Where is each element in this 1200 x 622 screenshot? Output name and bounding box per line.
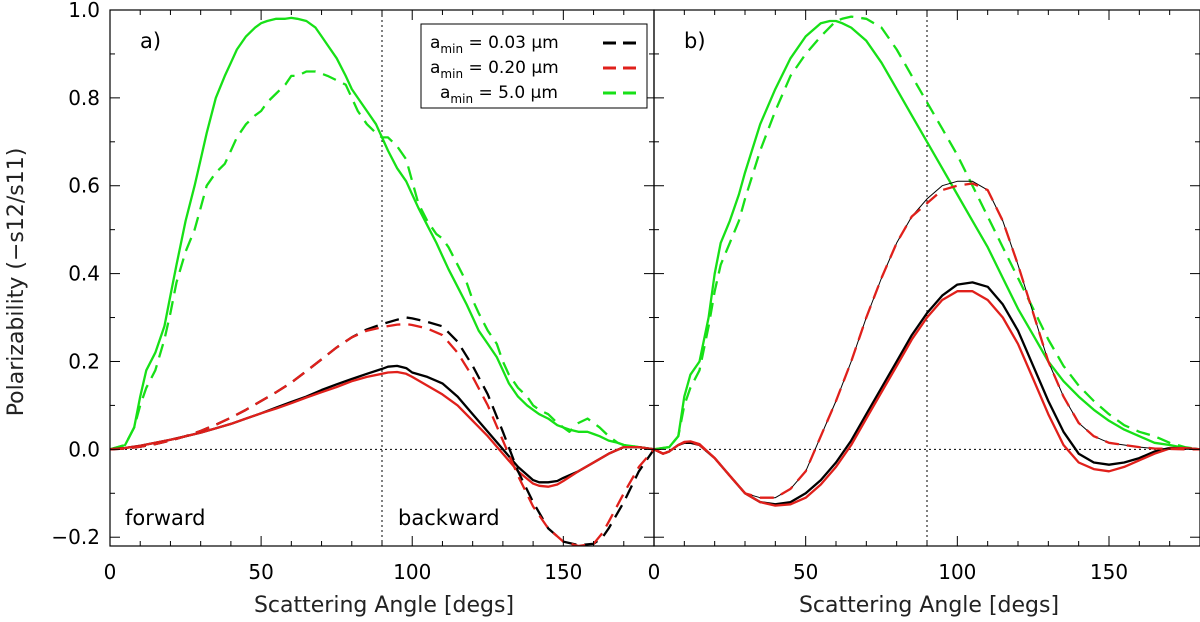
panel-label: b)	[684, 29, 706, 53]
y-axis-title: Polarizability (−s12/s11)	[4, 148, 29, 417]
series-line-0	[110, 16, 654, 451]
y-tick-label: 0.2	[68, 349, 100, 373]
legend-label: amin = 0.03 μm	[430, 33, 559, 56]
legend-label-var: a	[430, 33, 440, 53]
x-tick-label: 50	[793, 560, 818, 584]
legend-label-subscript: min	[450, 92, 473, 106]
series-line-1	[654, 15, 1200, 451]
legend-label-value: = 0.20 μm	[463, 58, 559, 78]
region-annotation: backward	[398, 506, 500, 530]
y-tick-label: 0.8	[68, 86, 100, 110]
legend-label-value: = 5.0 μm	[473, 83, 558, 103]
panel-label: a)	[140, 29, 161, 53]
x-tick-label: 100	[938, 560, 976, 584]
series-group	[654, 15, 1200, 507]
series-line-2	[110, 364, 654, 484]
region-annotation: forward	[125, 506, 206, 530]
series-line-4	[744, 180, 1200, 499]
legend-label: amin = 0.20 μm	[430, 58, 559, 81]
y-tick-label: 0.6	[68, 174, 100, 198]
x-tick-label: 0	[648, 560, 661, 584]
x-axis-title: Scattering Angle [degs]	[799, 593, 1059, 618]
x-tick-label: 150	[1090, 560, 1128, 584]
x-tick-label: 150	[544, 560, 582, 584]
x-tick-label: 0	[104, 560, 117, 584]
x-tick-label: 50	[248, 560, 273, 584]
legend-label-subscript: min	[440, 42, 463, 56]
x-axis-title: Scattering Angle [degs]	[254, 593, 514, 618]
legend-label-value: = 0.03 μm	[463, 33, 559, 53]
series-line-5	[654, 182, 1200, 499]
y-tick-label: 0.4	[68, 262, 100, 286]
series-line-5	[110, 322, 654, 546]
panel-a: 0 50 100 150 −0.2 0.0 0.2 0.4 0.6 0.8 1.0 Scatterin…	[51, 0, 655, 618]
x-tick-label: 100	[393, 560, 431, 584]
series-line-3	[654, 290, 1200, 507]
panel-b: 0 50 100 150 Scattering Angle [degs] b)	[648, 9, 1200, 618]
series-line-1	[110, 70, 654, 451]
series-line-3	[110, 370, 654, 488]
legend-label: amin = 5.0 μm	[440, 83, 558, 106]
y-tick-label: 0.0	[68, 437, 100, 461]
y-tick-label: −0.2	[51, 525, 100, 549]
legend-label-var: a	[430, 58, 440, 78]
chart-panels: 0 50 100 150 −0.2 0.0 0.2 0.4 0.6 0.8 1.0 Scatterin…	[51, 0, 1200, 618]
y-tick-label: 1.0	[68, 0, 100, 22]
series-group	[110, 16, 654, 546]
legend-label-subscript: min	[440, 67, 463, 81]
series-line-0	[654, 19, 1200, 451]
legend-label-var: a	[440, 83, 450, 103]
